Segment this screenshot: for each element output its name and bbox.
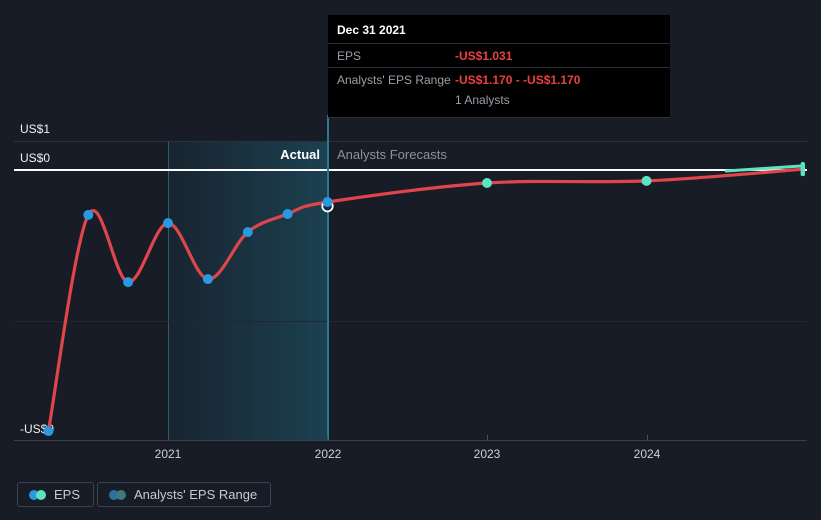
tooltip-eps-row: EPS -US$1.031 — [328, 44, 670, 68]
actual-period-band — [168, 141, 328, 440]
x-tick-2023 — [487, 435, 488, 440]
eps-line — [46, 167, 805, 433]
zero-line — [14, 169, 807, 171]
eps-actual-point[interactable] — [83, 209, 94, 220]
tooltip-eps-value: -US$1.031 — [455, 49, 513, 63]
x-axis-label: 2024 — [633, 447, 661, 461]
x-axis-line — [14, 440, 807, 441]
eps-series-icon — [29, 489, 47, 500]
eps-actual-point[interactable] — [123, 277, 134, 288]
x-axis-label: 2023 — [473, 447, 501, 461]
x-axis-label: 2021 — [154, 447, 182, 461]
actual-forecast-divider — [327, 115, 329, 440]
eps-actual-point[interactable] — [282, 209, 293, 219]
tooltip-range-value: -US$1.170 - -US$1.170 — [455, 73, 581, 87]
x-axis-label: 2022 — [314, 447, 342, 461]
analysts-range-end-cap — [800, 162, 805, 177]
analysts-range-line — [724, 164, 805, 173]
analysts-range-series-icon — [109, 489, 127, 500]
eps-forecast-point[interactable] — [641, 175, 652, 186]
x-tick-2021 — [168, 435, 169, 440]
data-tooltip: Dec 31 2021 EPS -US$1.031 Analysts' EPS … — [328, 15, 670, 118]
chart-legend: EPS Analysts' EPS Range — [17, 482, 272, 507]
tooltip-range-label: Analysts' EPS Range — [337, 73, 451, 87]
legend-eps-label: EPS — [54, 487, 81, 502]
tooltip-analysts-count: 1 Analysts — [455, 93, 510, 107]
tooltip-eps-label: EPS — [337, 49, 362, 63]
forecast-zone-label: Analysts Forecasts — [337, 147, 447, 162]
x-tick-2024 — [647, 435, 648, 440]
y-axis-label: US$1 — [20, 122, 51, 136]
eps-actual-point[interactable] — [202, 274, 213, 285]
eps-actual-point[interactable] — [242, 227, 253, 238]
tooltip-range-row: Analysts' EPS Range -US$1.170 - -US$1.17… — [328, 68, 670, 91]
legend-toggle-analysts-eps-range[interactable]: Analysts' EPS Range — [97, 482, 272, 507]
gridline-us1 — [14, 141, 807, 142]
eps-forecast-point[interactable] — [482, 178, 492, 188]
x-tick-2022 — [327, 435, 328, 440]
tooltip-date: Dec 31 2021 — [328, 15, 670, 44]
gridline-neg5 — [14, 321, 807, 322]
eps-actual-point[interactable] — [163, 218, 173, 229]
y-axis-label: US$0 — [20, 151, 51, 165]
eps-actual-point[interactable] — [43, 426, 54, 437]
eps-actual-point[interactable] — [322, 197, 333, 207]
legend-toggle-eps[interactable]: EPS — [17, 482, 95, 507]
actual-zone-label: Actual — [280, 147, 320, 162]
legend-range-label: Analysts' EPS Range — [134, 487, 258, 502]
